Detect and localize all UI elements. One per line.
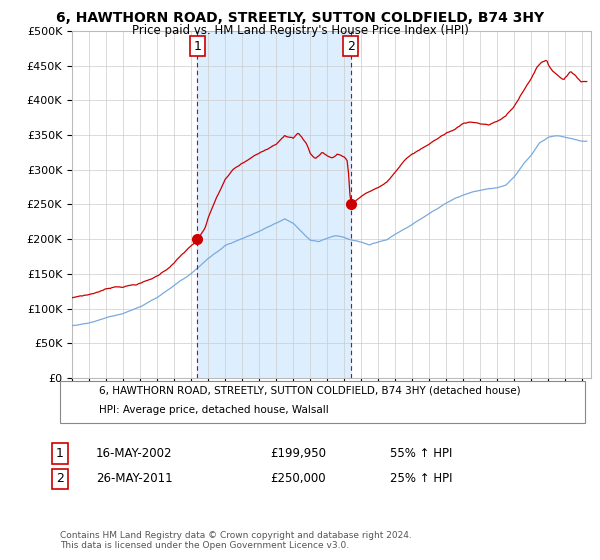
Text: £250,000: £250,000 [270, 472, 326, 486]
Text: 1: 1 [193, 40, 202, 53]
Text: 2: 2 [56, 472, 64, 486]
Bar [197, 31, 351, 378]
Text: £199,950: £199,950 [270, 447, 326, 460]
Text: 25% ↑ HPI: 25% ↑ HPI [390, 472, 452, 486]
Text: 16-MAY-2002: 16-MAY-2002 [96, 447, 173, 460]
Text: 55% ↑ HPI: 55% ↑ HPI [390, 447, 452, 460]
Text: 6, HAWTHORN ROAD, STREETLY, SUTTON COLDFIELD, B74 3HY: 6, HAWTHORN ROAD, STREETLY, SUTTON COLDF… [56, 11, 544, 25]
Text: 6, HAWTHORN ROAD, STREETLY, SUTTON COLDFIELD, B74 3HY (detached house): 6, HAWTHORN ROAD, STREETLY, SUTTON COLDF… [99, 386, 521, 396]
Text: 1: 1 [56, 447, 64, 460]
Text: Contains HM Land Registry data © Crown copyright and database right 2024.
This d: Contains HM Land Registry data © Crown c… [60, 530, 412, 550]
Text: Price paid vs. HM Land Registry's House Price Index (HPI): Price paid vs. HM Land Registry's House … [131, 24, 469, 36]
Text: 26-MAY-2011: 26-MAY-2011 [96, 472, 173, 486]
Text: HPI: Average price, detached house, Walsall: HPI: Average price, detached house, Wals… [99, 405, 329, 416]
Text: 2: 2 [347, 40, 355, 53]
